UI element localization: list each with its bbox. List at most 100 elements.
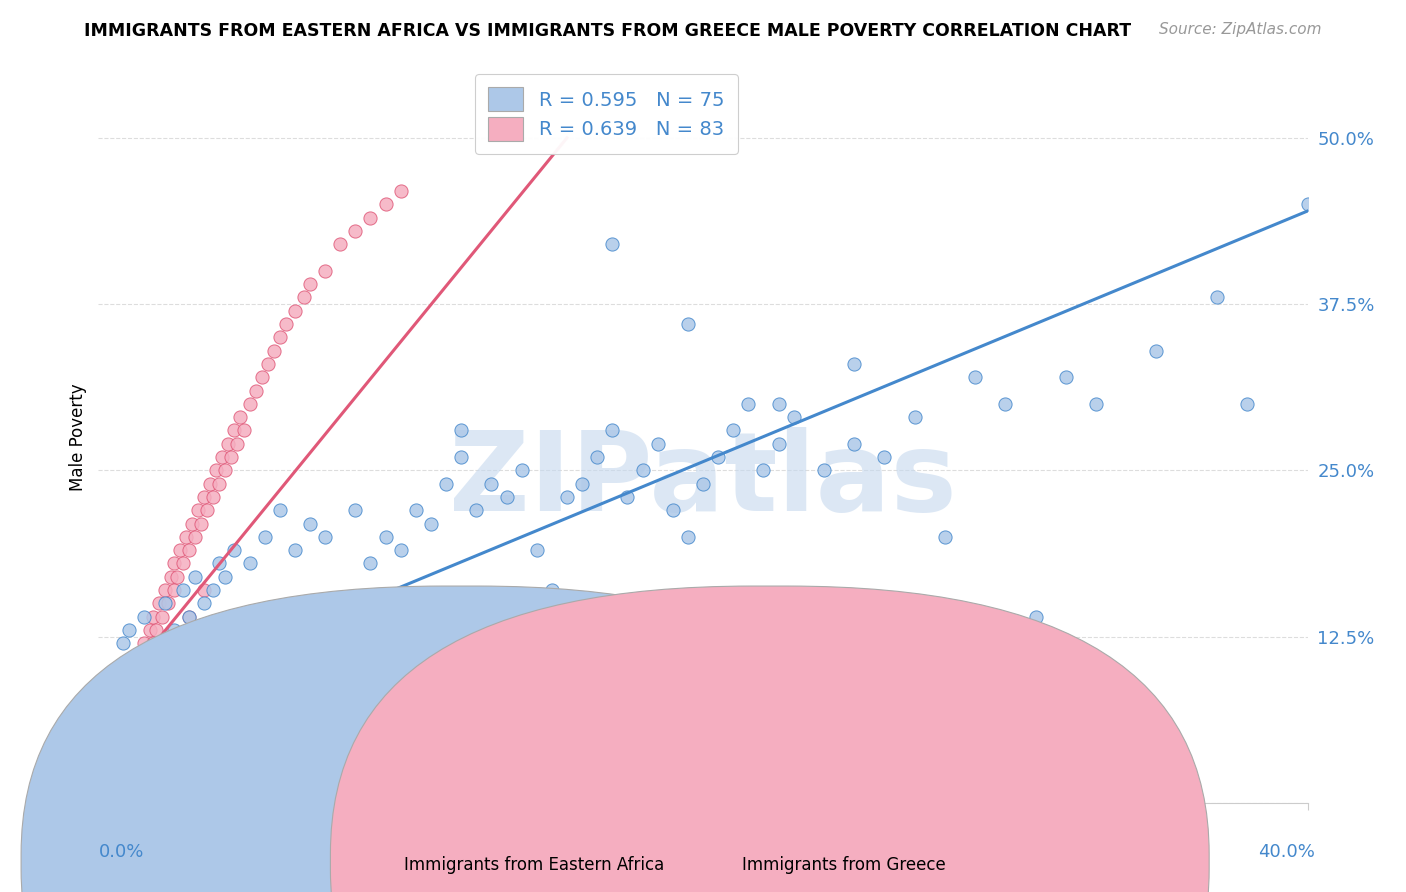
Point [299,516,322,531]
Point [148,636,170,650]
Point [465,503,488,517]
Point [450,450,472,464]
Point [111,636,134,650]
Point [202,582,225,597]
Point [495,490,517,504]
Point [163,557,186,571]
Point [163,623,186,637]
Point [1024,609,1046,624]
Point [344,676,367,690]
Point [179,609,201,624]
Point [571,476,593,491]
Point [214,570,236,584]
Point [108,703,131,717]
Point [127,649,149,664]
Point [314,530,336,544]
Point [540,582,562,597]
Point [904,410,927,425]
Point [813,463,835,477]
Point [707,450,730,464]
Point [1236,397,1258,411]
Point [1296,197,1319,211]
Point [221,450,243,464]
Point [190,516,212,531]
Point [1085,397,1108,411]
Point [118,623,141,637]
Point [142,609,165,624]
Point [124,649,146,664]
Point [360,557,382,571]
Point [142,636,165,650]
Point [174,530,197,544]
Point [344,224,367,238]
Point [450,424,472,438]
Point [1357,118,1379,132]
Point [224,424,246,438]
Point [150,609,173,624]
Point [132,636,155,650]
Point [994,397,1017,411]
Point [374,530,396,544]
Point [232,424,254,438]
Point [269,503,291,517]
Point [314,264,336,278]
Point [153,596,176,610]
Point [139,623,162,637]
Point [274,317,297,331]
Point [555,490,578,504]
Point [148,636,170,650]
Point [187,503,209,517]
Point [661,503,683,517]
Point [103,716,125,731]
Point [124,703,146,717]
Text: ZIPatlas: ZIPatlas [449,427,957,534]
Point [481,476,503,491]
Point [229,410,252,425]
Point [389,543,412,558]
Point [253,530,276,544]
Point [96,769,118,783]
Point [93,756,115,770]
Point [93,782,115,797]
Point [844,436,866,450]
Point [389,184,412,198]
Point [153,582,176,597]
Point [510,463,533,477]
Point [631,463,654,477]
Point [616,490,638,504]
Point [360,211,382,225]
Point [602,424,624,438]
Point [647,436,669,450]
Point [723,424,745,438]
Point [163,636,186,650]
Point [100,729,122,743]
Text: 0.0%: 0.0% [98,843,143,861]
Point [263,343,285,358]
Point [181,516,204,531]
Point [586,450,609,464]
Point [602,237,624,252]
Point [676,530,699,544]
Point [148,596,170,610]
Point [374,197,396,211]
Point [105,742,128,756]
Point [179,609,201,624]
Point [434,476,457,491]
Point [1206,290,1229,304]
Point [184,570,207,584]
Point [526,543,548,558]
Point [768,397,790,411]
Point [208,476,231,491]
Point [166,570,188,584]
Point [148,663,170,677]
Point [114,703,136,717]
Point [205,463,228,477]
Point [329,237,352,252]
Point [226,436,249,450]
Point [193,596,215,610]
Point [200,476,222,491]
Point [195,503,218,517]
Point [934,530,956,544]
Point [121,663,143,677]
Text: 40.0%: 40.0% [1258,843,1315,861]
